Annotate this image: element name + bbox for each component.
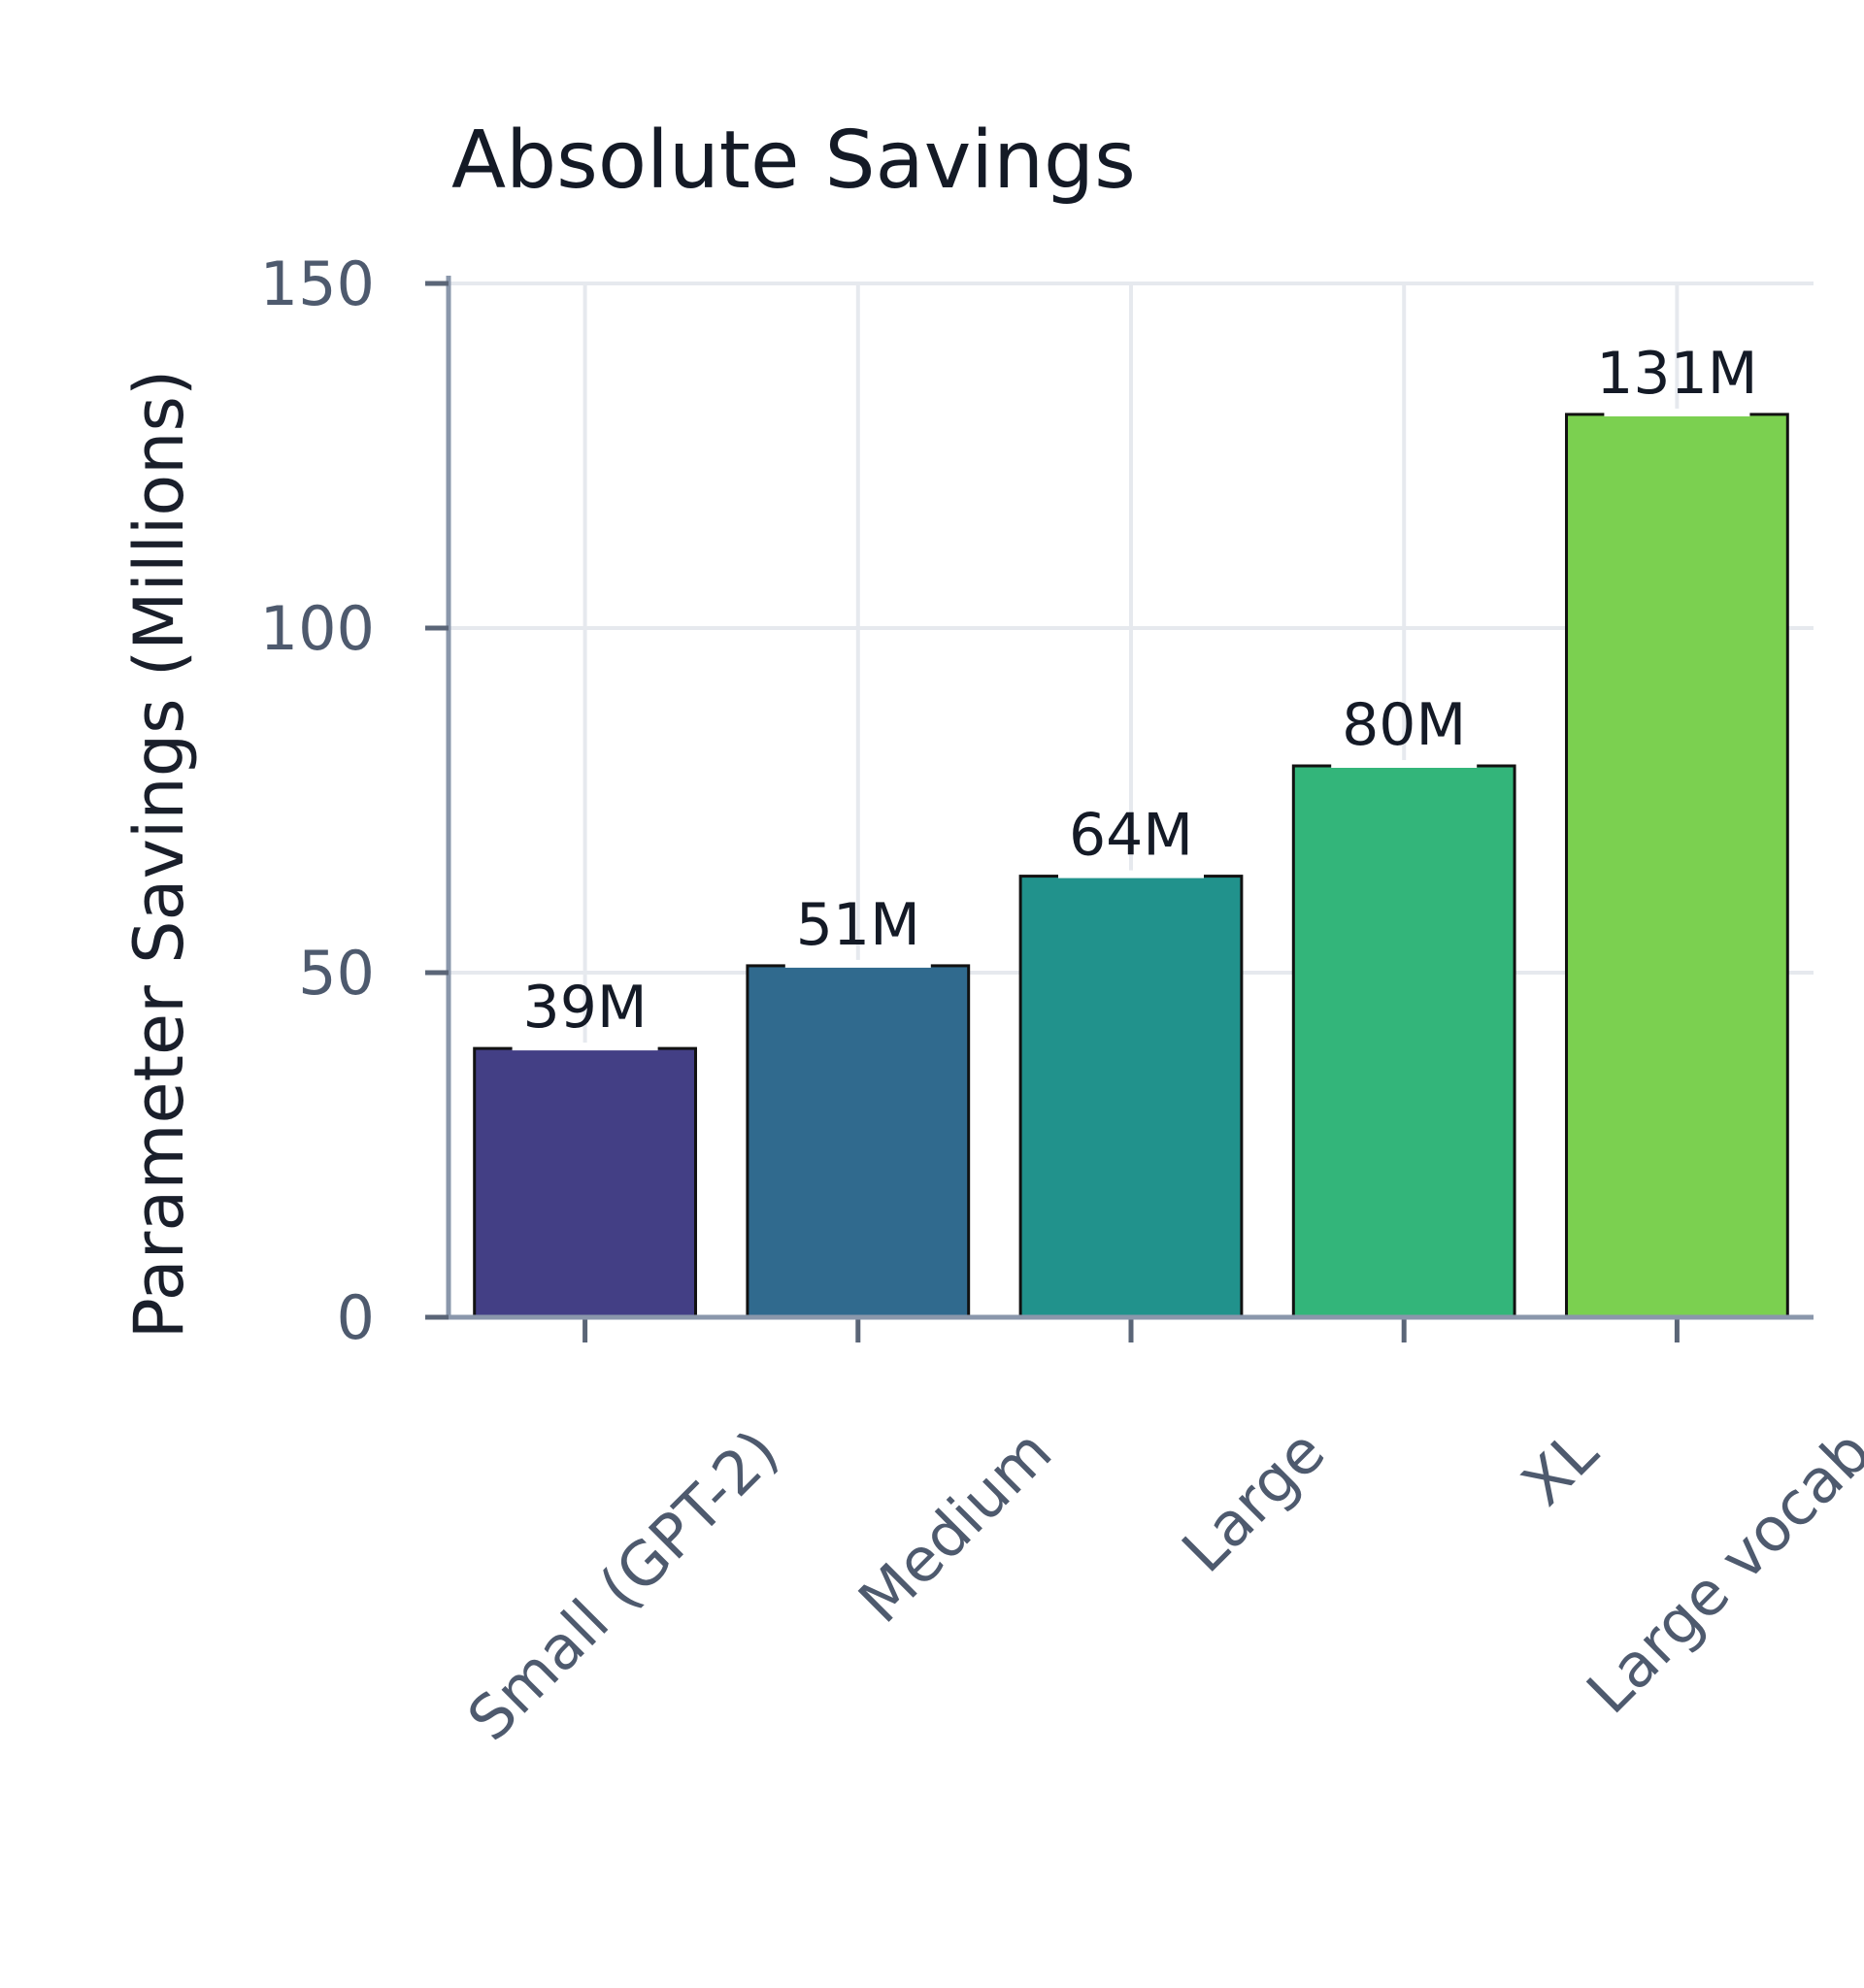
bar: [746, 964, 971, 1319]
data-label-bg: [512, 1043, 658, 1051]
axes: [425, 276, 1814, 1342]
x-tick-label: Medium: [845, 1416, 1065, 1637]
y-tick-label: 100: [260, 593, 375, 664]
chart-title: Absolute Savings: [451, 115, 1136, 207]
data-label: 39M: [523, 974, 648, 1042]
data-label-bg: [1058, 870, 1204, 878]
x-tick-label: Large vocab: [1573, 1416, 1864, 1727]
data-label-bg: [784, 959, 931, 968]
data-label-bg: [1331, 760, 1478, 768]
y-tick-label: 50: [298, 938, 375, 1009]
bar: [1018, 875, 1244, 1319]
bar: [473, 1046, 697, 1319]
x-tick-label: Small (GPT-2): [454, 1416, 792, 1754]
data-label: 64M: [1069, 802, 1193, 870]
y-axis-label: Parameter Savings (Millions): [119, 370, 199, 1340]
y-tick-labels: 0 50 100 150: [260, 248, 375, 1353]
data-label-bg: [1604, 408, 1750, 416]
data-labels: 39M 51M 64M 80M 131M: [512, 340, 1758, 1051]
bar: [1565, 413, 1789, 1319]
bars: [473, 413, 1789, 1319]
x-tick-label: Large: [1168, 1416, 1338, 1586]
data-label: 80M: [1342, 691, 1466, 759]
y-tick-label: 0: [337, 1282, 375, 1353]
x-tick-label: XL: [1509, 1415, 1612, 1518]
data-label: 51M: [796, 891, 920, 959]
y-tick-label: 150: [260, 248, 375, 319]
bar: [1291, 764, 1516, 1319]
data-label: 131M: [1596, 340, 1757, 408]
